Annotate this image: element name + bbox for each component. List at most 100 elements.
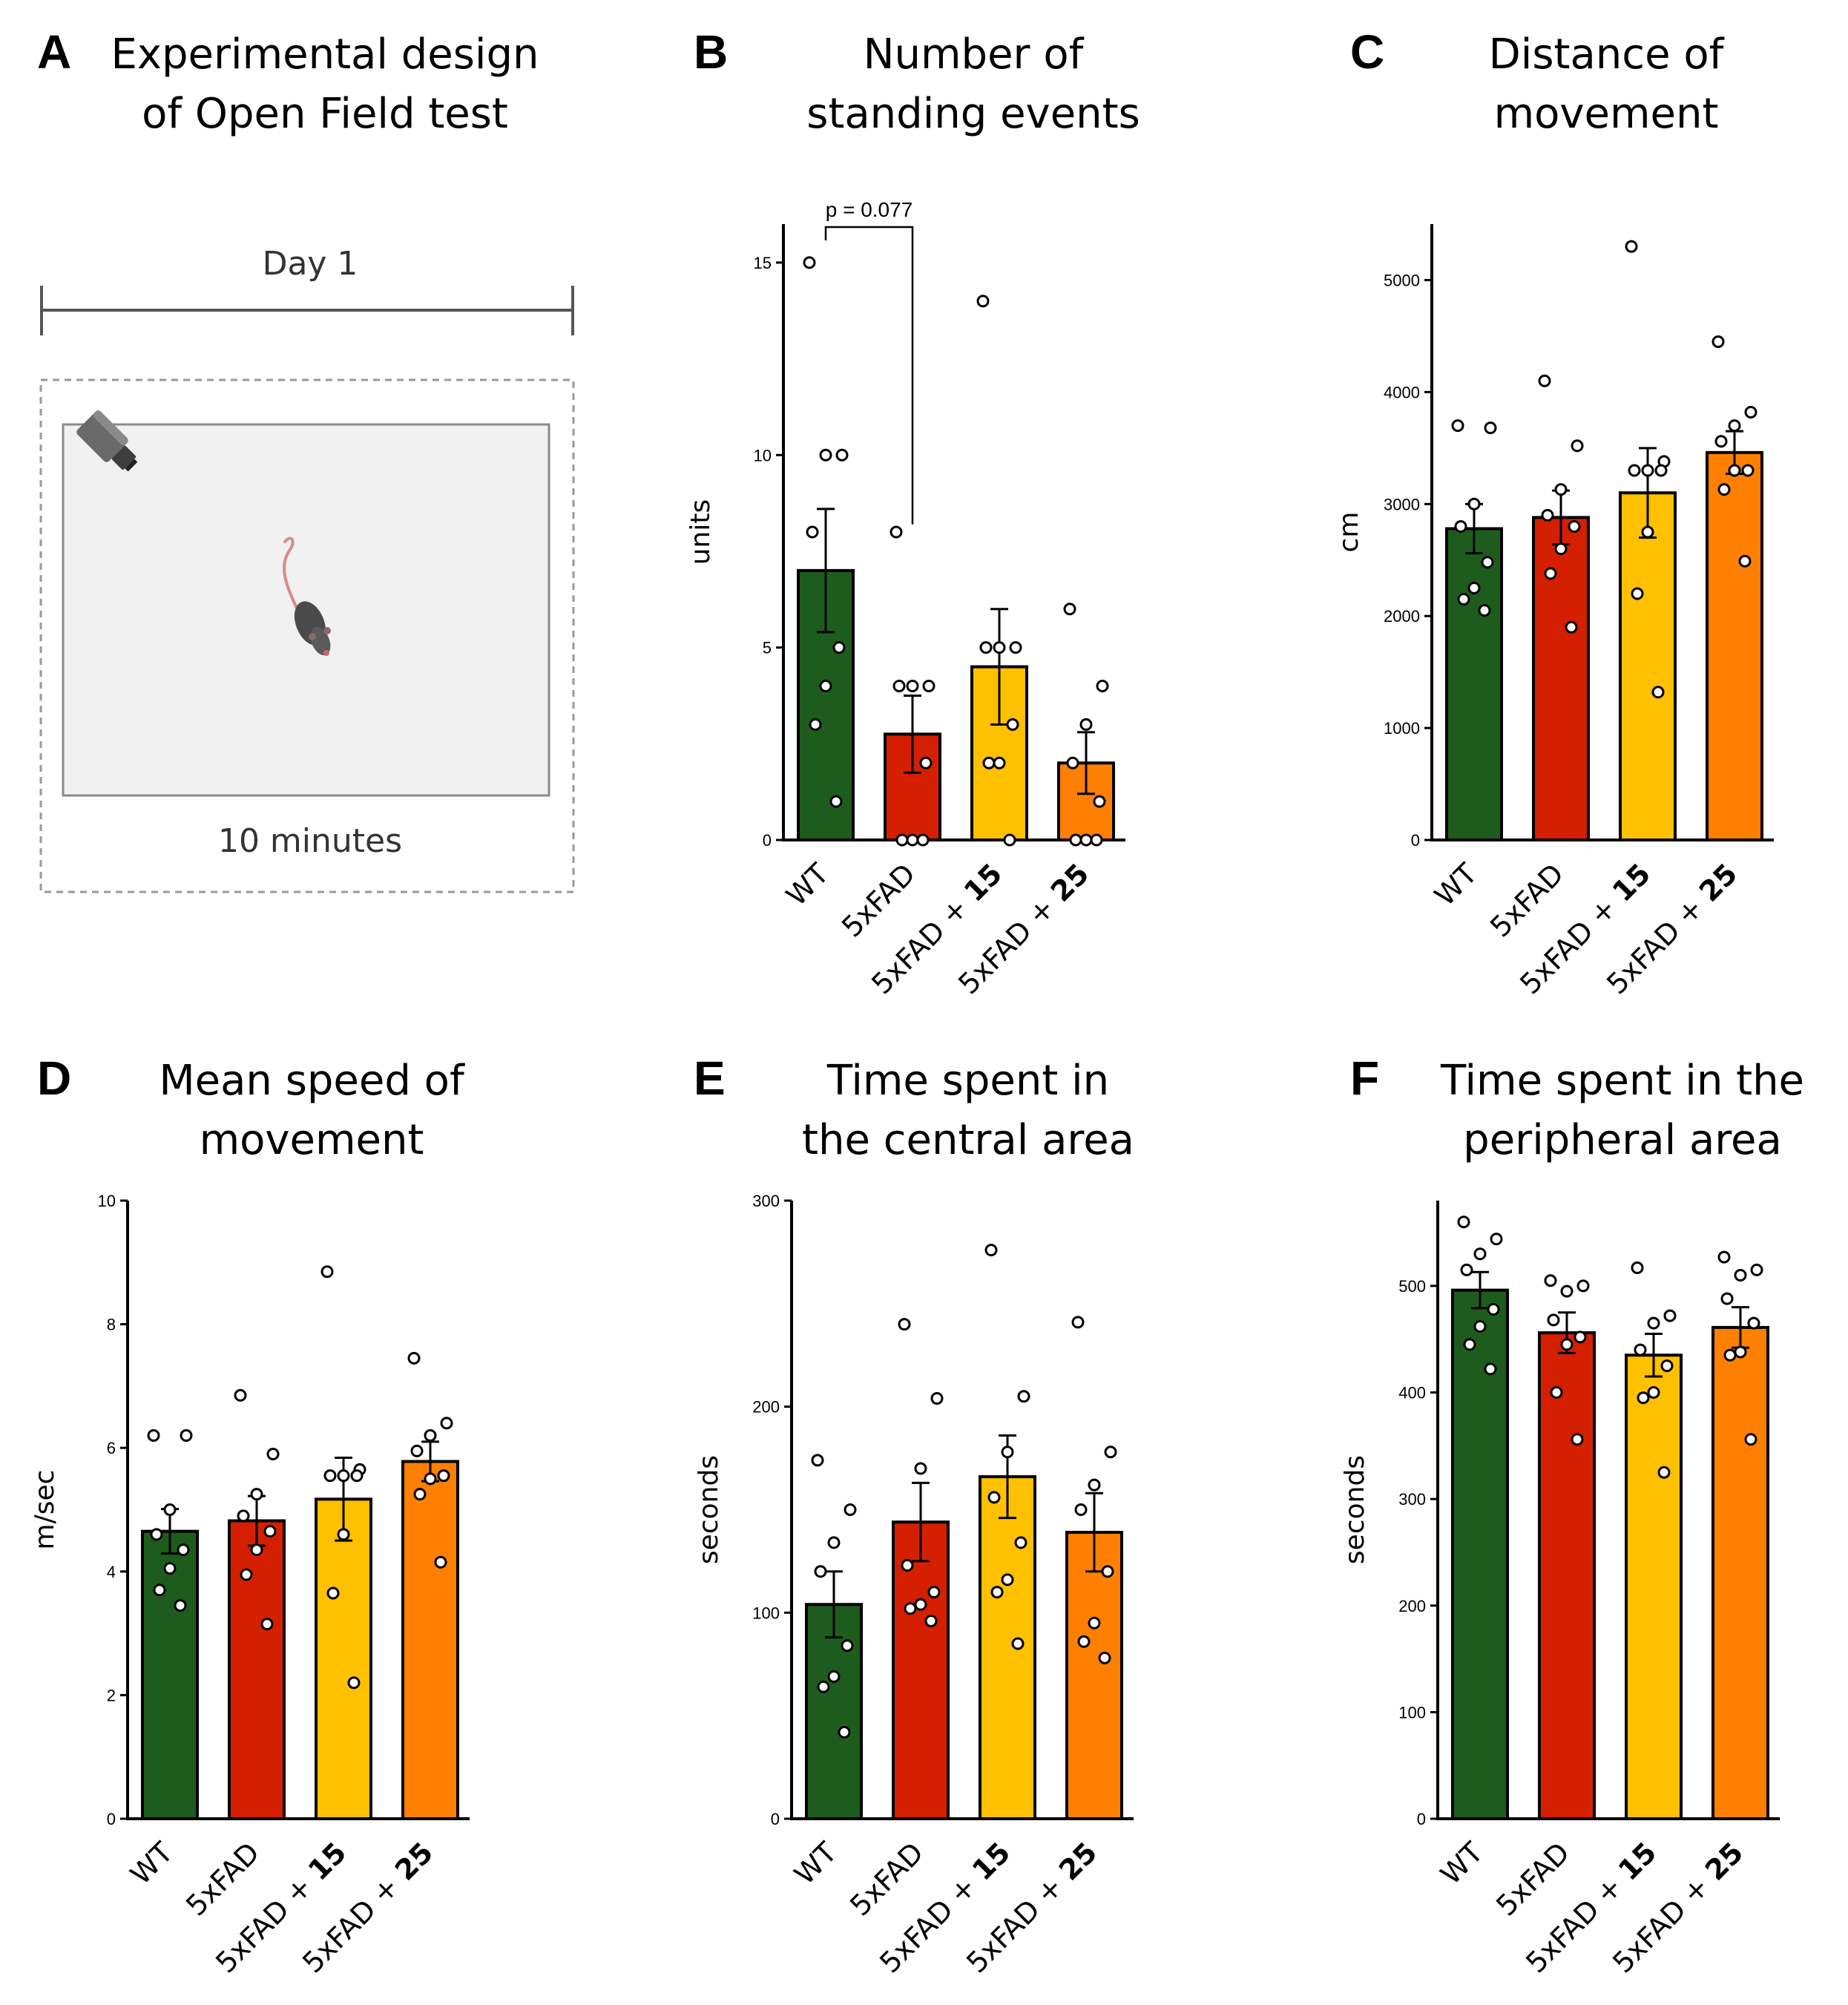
day-label: Day 1: [263, 245, 358, 283]
mouse-icon: [282, 536, 331, 656]
data-point: [1101, 1565, 1114, 1578]
data-point: [1711, 335, 1725, 348]
data-point: [1098, 1651, 1111, 1664]
data-point: [1571, 1433, 1584, 1446]
data-point: [1634, 1343, 1647, 1356]
data-point: [1063, 603, 1076, 616]
x-tick-label: 5xFAD: [835, 857, 921, 943]
data-point: [1484, 421, 1497, 435]
data-point: [819, 680, 832, 692]
y-tick-label: 2000: [1384, 607, 1420, 626]
data-point: [1017, 1390, 1030, 1403]
data-point: [1544, 567, 1557, 580]
data-point: [1090, 833, 1103, 847]
y-tick-label: 200: [1398, 1597, 1426, 1615]
data-point: [814, 1565, 827, 1578]
error-bar: [990, 608, 1008, 726]
data-point: [263, 1525, 277, 1538]
data-point: [1728, 419, 1741, 433]
data-point: [827, 1670, 841, 1683]
data-point: [250, 1488, 263, 1501]
arena-outline: [39, 378, 575, 893]
data-point: [424, 1429, 437, 1443]
data-point: [434, 1555, 447, 1569]
y-tick-label: 100: [1398, 1703, 1426, 1722]
data-point: [1657, 1466, 1671, 1479]
panel-a-label: A: [37, 25, 71, 79]
chart-panel-f: F Time spent in the peripheral area 0 100 200…: [1340, 1051, 1804, 1979]
data-point: [153, 1584, 166, 1597]
data-point: [1637, 1391, 1650, 1405]
data-point: [916, 833, 930, 847]
data-point: [809, 718, 822, 731]
data-point: [1576, 1279, 1590, 1293]
data-point: [1079, 718, 1093, 731]
data-point: [1460, 1263, 1473, 1276]
chart-title-line1: Number of: [864, 30, 1085, 79]
data-point: [841, 1639, 854, 1653]
bar-wt: [805, 1603, 863, 1820]
data-point: [829, 795, 843, 808]
y-tick-label: 5000: [1384, 271, 1420, 289]
data-point: [337, 1528, 350, 1541]
chart-title-line2: movement: [1494, 90, 1719, 138]
data-point: [1541, 508, 1554, 522]
data-point: [1663, 1309, 1677, 1322]
y-tick-label: 200: [752, 1398, 780, 1417]
panel-label: B: [694, 25, 728, 79]
data-point: [1647, 1316, 1660, 1330]
data-point: [240, 1568, 253, 1581]
data-point: [1714, 435, 1728, 448]
chart-title-line1: Time spent in: [826, 1057, 1109, 1105]
data-point: [1478, 604, 1491, 617]
data-point: [1544, 1274, 1557, 1287]
p-value-label: p = 0.077: [826, 198, 913, 221]
data-point: [1454, 519, 1467, 533]
data-point: [424, 1472, 437, 1486]
chart-title-line2: movement: [200, 1116, 424, 1164]
y-axis-label: cm: [1334, 512, 1364, 553]
x-tick-label: 5xFAD: [180, 1836, 266, 1922]
chart-panel-b: B Number of standing events 0 5 10 15 units WT 5x…: [685, 25, 1140, 1000]
y-tick-label: 0: [771, 1810, 780, 1828]
data-point: [1093, 795, 1106, 808]
data-point: [811, 1454, 824, 1467]
data-point: [260, 1618, 274, 1631]
data-point: [337, 1469, 350, 1483]
chart-title-line2: standing events: [806, 90, 1140, 138]
data-point: [323, 1469, 337, 1483]
y-tick-label: 10: [98, 1192, 116, 1210]
data-point: [987, 1491, 1001, 1504]
data-point: [1568, 519, 1581, 533]
data-point: [919, 756, 933, 769]
y-tick-label: 15: [754, 254, 772, 272]
data-point: [1451, 419, 1464, 433]
bar-5xfad-15: [1619, 491, 1677, 841]
chart-panel-e: E Time spent in the central area 0 100 200 300…: [694, 1051, 1134, 1979]
data-point: [1088, 1478, 1101, 1492]
x-tick-label: WT: [1434, 1836, 1490, 1891]
data-point: [806, 525, 819, 539]
data-point: [1717, 483, 1731, 496]
data-point: [895, 833, 909, 847]
data-point: [832, 641, 846, 654]
error-bar: [1085, 1492, 1103, 1573]
data-point: [1079, 833, 1093, 847]
data-point: [1011, 1637, 1025, 1650]
data-point: [1660, 1359, 1674, 1373]
data-point: [1651, 686, 1665, 699]
data-point: [984, 1244, 998, 1257]
data-point: [320, 1265, 334, 1279]
error-bar: [1077, 731, 1095, 795]
data-point: [1631, 587, 1644, 600]
y-tick-label: 0: [1417, 1810, 1426, 1828]
data-point: [922, 680, 935, 692]
duration-label: 10 minutes: [218, 822, 402, 860]
data-point: [1006, 718, 1019, 731]
y-axis-label: units: [685, 499, 716, 565]
data-point: [838, 1725, 851, 1739]
data-point: [817, 1680, 830, 1693]
data-point: [1490, 1233, 1503, 1246]
data-point: [1734, 1345, 1747, 1359]
camera-icon: [76, 410, 138, 472]
